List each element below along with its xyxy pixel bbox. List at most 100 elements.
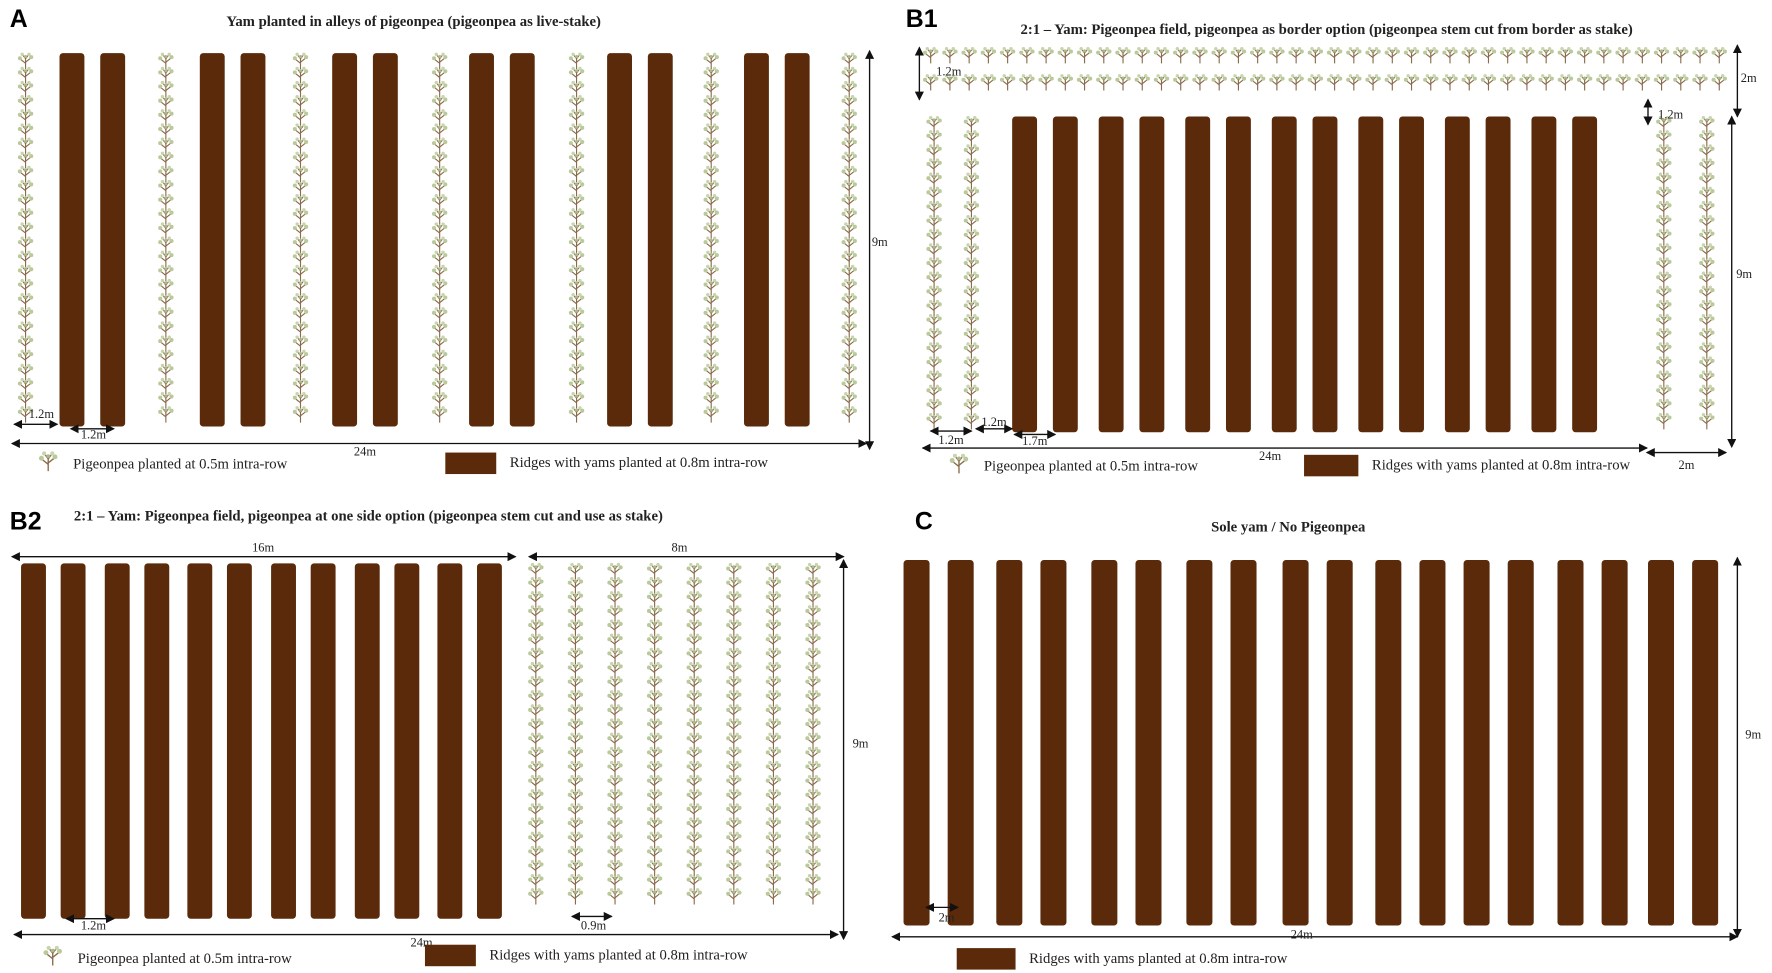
pigeonpea-plant <box>157 193 175 212</box>
pigeonpea-plant <box>765 633 782 651</box>
pigeonpea-plant <box>527 604 545 623</box>
pigeonpea-plant <box>1307 46 1324 64</box>
ridge <box>744 53 769 427</box>
pigeonpea-plant <box>17 193 34 212</box>
pigeonpea-plant <box>1698 313 1716 331</box>
pigeonpea-plant <box>840 334 858 353</box>
pigeonpea-plant <box>1655 369 1673 388</box>
pigeonpea-plant <box>963 214 980 232</box>
pigeonpea-plant <box>1403 46 1420 64</box>
pigeonpea-plant <box>568 122 585 141</box>
pigeonpea-plant <box>1557 73 1574 92</box>
pigeonpea-plant <box>765 717 782 736</box>
panel-title: 2:1 – Yam: Pigeonpea field, pigeonpea as… <box>1021 22 1633 38</box>
dimension-label: 1.2m <box>981 415 1007 429</box>
pigeonpea-plant <box>980 46 997 64</box>
pigeonpea-plant <box>292 292 309 311</box>
pigeonpea-plant <box>963 115 980 133</box>
legend-plant-icon <box>949 452 969 475</box>
pigeonpea-plant <box>527 647 545 665</box>
pigeonpea-plant <box>925 115 943 133</box>
ridge <box>1444 116 1470 433</box>
pigeonpea-plant <box>1698 285 1716 303</box>
pigeonpea-plant <box>292 80 309 98</box>
pigeonpea-plant <box>606 562 624 580</box>
pigeonpea-plant <box>527 576 545 594</box>
pigeonpea-plant <box>527 887 545 906</box>
legend-ridge-icon <box>445 452 497 475</box>
ridge <box>996 560 1023 926</box>
pigeonpea-plant <box>567 689 584 708</box>
pigeonpea-plant <box>17 377 34 395</box>
pigeonpea-plant <box>685 746 703 764</box>
pigeonpea-plant <box>1655 256 1673 275</box>
pigeonpea-plant <box>431 52 448 70</box>
pigeonpea-plant <box>1057 73 1074 92</box>
pigeonpea-plant <box>527 788 545 807</box>
pigeonpea-plant <box>646 633 663 651</box>
pigeonpea-plant <box>765 788 782 807</box>
pigeonpea-plant <box>702 179 720 197</box>
pigeonpea-plant <box>606 802 624 821</box>
pigeonpea-plant <box>17 122 34 141</box>
pigeonpea-plant <box>567 647 584 665</box>
pigeonpea-plant <box>157 165 175 183</box>
dimension-label: 9m <box>1736 267 1752 281</box>
pigeonpea-plant <box>840 320 858 339</box>
pigeonpea-plant <box>963 285 980 303</box>
pigeonpea-plant <box>292 179 309 197</box>
pigeonpea-plant <box>1634 73 1651 92</box>
pigeonpea-plant <box>702 405 720 424</box>
pigeonpea-plant <box>17 235 34 254</box>
pigeonpea-plant <box>804 590 822 609</box>
pigeonpea-plant <box>685 859 703 877</box>
pigeonpea-plant <box>804 689 822 708</box>
pigeonpea-plant <box>646 732 663 750</box>
pigeonpea-plant <box>725 689 743 708</box>
pigeonpea-plant <box>925 228 943 247</box>
pigeonpea-plant <box>1095 46 1113 64</box>
pigeonpea-plant <box>1326 73 1343 92</box>
pigeonpea-plant <box>1698 214 1716 232</box>
pigeonpea-plant <box>702 377 720 395</box>
pigeonpea-plant <box>646 816 663 835</box>
pigeonpea-plant <box>765 618 782 637</box>
legend-ridge-icon <box>424 944 476 967</box>
pigeonpea-plant <box>925 313 943 331</box>
pigeonpea-plant <box>925 242 943 261</box>
pigeonpea-plant <box>606 873 624 891</box>
ridge <box>100 53 126 427</box>
legend-plant-icon <box>38 450 59 472</box>
pigeonpea-plant <box>840 165 858 183</box>
pigeonpea-plant <box>1672 73 1690 92</box>
pigeonpea-plant <box>157 52 175 70</box>
pigeonpea-plant <box>685 618 703 637</box>
pigeonpea-plant <box>606 788 624 807</box>
pigeonpea-plant <box>1655 186 1673 204</box>
pigeonpea-plant <box>702 66 720 84</box>
pigeonpea-plant <box>606 717 624 736</box>
pigeonpea-plant <box>804 717 822 736</box>
pigeonpea-plant <box>17 66 34 84</box>
pigeonpea-plant <box>606 576 624 594</box>
ridge <box>1557 560 1584 926</box>
pigeonpea-plant <box>765 562 782 580</box>
pigeonpea-plant <box>999 73 1016 92</box>
pigeonpea-plant <box>568 94 585 113</box>
ridge <box>784 53 810 427</box>
dimension-label: 1.7m <box>1022 434 1048 448</box>
pigeonpea-plant <box>157 278 175 296</box>
dimension-label: 24m <box>354 444 376 458</box>
pigeonpea-plant <box>1557 46 1574 64</box>
pigeonpea-plant <box>685 562 703 580</box>
pigeonpea-plant <box>17 94 34 113</box>
pigeonpea-plant <box>292 349 309 367</box>
pigeonpea-plant <box>980 73 997 92</box>
pigeonpea-plant <box>157 94 175 113</box>
pigeonpea-plant <box>1191 46 1209 64</box>
pigeonpea-plant <box>646 717 663 736</box>
pigeonpea-plant <box>1441 46 1459 64</box>
pigeonpea-plant <box>804 604 822 623</box>
pigeonpea-plant <box>963 256 980 275</box>
pigeonpea-plant <box>17 363 34 381</box>
